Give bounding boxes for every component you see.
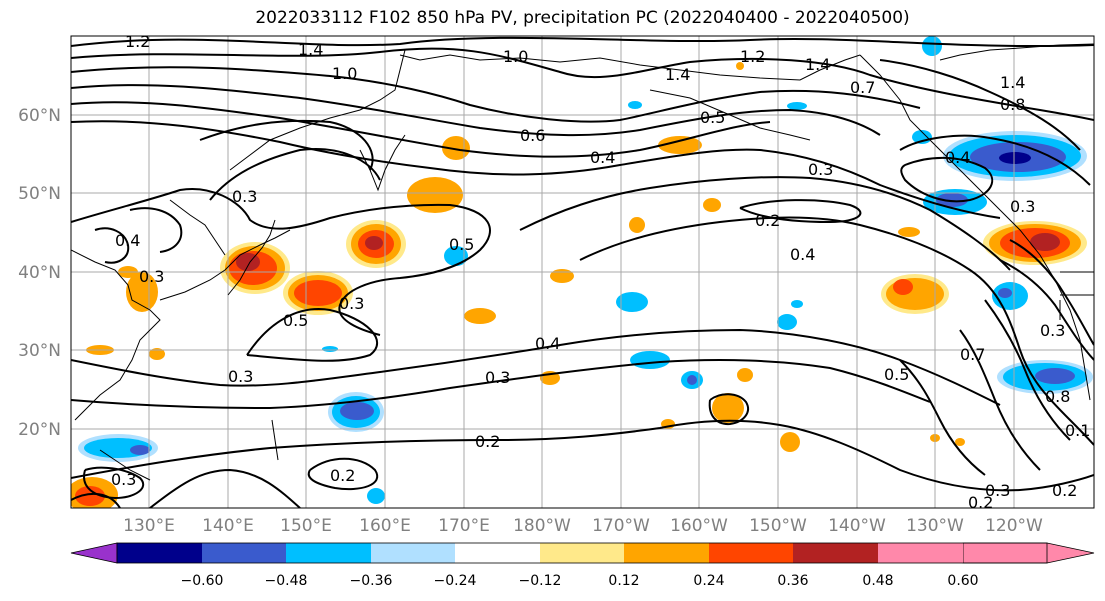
contour-label: 0.2 — [330, 466, 355, 485]
contour-label: 1.2 — [125, 32, 150, 51]
colorbar-extend-left — [70, 542, 118, 564]
colorbar-segment — [286, 543, 371, 563]
contour-label: 1.0 — [332, 64, 357, 83]
contour-label: 0.3 — [339, 294, 364, 313]
colorbar-segment — [793, 543, 878, 563]
contour-label: 0.3 — [985, 481, 1010, 500]
contour-labels: 1.2 1.4 1.0 1.0 1.2 1.4 1.4 1.4 0.7 0.8 … — [111, 32, 1090, 512]
contour-label: 0.1 — [1065, 421, 1090, 440]
contour-label: 0.8 — [1000, 95, 1025, 114]
contour-label: 0.4 — [590, 148, 615, 167]
contour-label: 0.5 — [884, 365, 909, 384]
colorbar-segment — [371, 543, 455, 563]
contour-label: 0.2 — [755, 211, 780, 230]
colorbar-extend-right — [962, 542, 1095, 564]
latitude-labels: 60°N 50°N 40°N 30°N 20°N — [18, 106, 61, 440]
contour-label: 0.5 — [700, 108, 725, 127]
contour-label: 1.4 — [298, 40, 323, 59]
colorbar-segment — [117, 543, 202, 563]
positive-anomaly-nw-pacific — [346, 220, 406, 268]
colorbar: −0.60 −0.48 −0.36 −0.24 −0.12 0.12 0.24 … — [70, 542, 1095, 589]
lon-label: 160°W — [670, 516, 728, 536]
contour-label: 1.4 — [665, 65, 690, 84]
lon-label: 150°E — [280, 516, 332, 536]
colorbar-tick-label: −0.36 — [350, 573, 393, 589]
colorbar-segment — [202, 543, 286, 563]
colorbar-tick-label: −0.60 — [181, 573, 224, 589]
colorbar-tick-label: 0.36 — [777, 573, 808, 589]
lon-label: 130°E — [123, 516, 175, 536]
colorbar-tick-label: 0.12 — [608, 573, 639, 589]
colorbar-segment — [540, 543, 624, 563]
contour-label: 0.3 — [139, 267, 164, 286]
colorbar-segment — [709, 543, 793, 563]
lat-label: 20°N — [18, 420, 61, 440]
lat-label: 50°N — [18, 184, 61, 204]
contour-label: 0.4 — [115, 231, 140, 250]
lon-label: 150°W — [749, 516, 807, 536]
contour-label: 0.8 — [1045, 387, 1070, 406]
lon-label: 160°E — [359, 516, 411, 536]
contour-label: 0.7 — [850, 78, 875, 97]
precipitation-shading — [71, 36, 1093, 508]
lon-label: 180°W — [513, 516, 571, 536]
colorbar-tick-label: 0.48 — [862, 573, 893, 589]
contour-label: 0.4 — [945, 148, 970, 167]
contour-label: 1.0 — [503, 47, 528, 66]
contour-label: 1.4 — [805, 55, 830, 74]
contour-label: 0.4 — [790, 245, 815, 264]
lon-label: 170°W — [592, 516, 650, 536]
plot-border — [70, 35, 1095, 509]
contour-label: 1.4 — [1000, 73, 1025, 92]
contour-label: 0.3 — [228, 367, 253, 386]
colorbar-tick-label: −0.24 — [434, 573, 477, 589]
negative-anomaly-gulf-alaska — [923, 131, 1087, 215]
colorbar-segment — [624, 543, 709, 563]
contour-label: 0.2 — [1052, 481, 1077, 500]
lon-label: 140°E — [202, 516, 254, 536]
lat-label: 40°N — [18, 263, 61, 283]
contour-label: 0.3 — [808, 160, 833, 179]
colorbar-tick-label: 0.60 — [947, 573, 978, 589]
contour-label: 1.2 — [740, 47, 765, 66]
lon-label: 170°E — [438, 516, 490, 536]
lon-label: 140°W — [828, 516, 886, 536]
contour-label: 0.6 — [520, 126, 545, 145]
contour-label: 0.3 — [111, 470, 136, 489]
pv-contours — [71, 36, 1094, 508]
colorbar-tick-label: −0.48 — [265, 573, 308, 589]
lat-label: 60°N — [18, 106, 61, 126]
contour-label: 0.3 — [1010, 197, 1035, 216]
lon-label: 120°W — [985, 516, 1043, 536]
contour-label: 0.4 — [535, 334, 560, 353]
colorbar-tick-label: 0.24 — [693, 573, 724, 589]
contour-label: 0.2 — [968, 493, 993, 512]
contour-label: 0.3 — [485, 368, 510, 387]
positive-anomaly-japan — [220, 242, 353, 315]
map-title: 2022033112 F102 850 hPa PV, precipitatio… — [255, 8, 910, 28]
contour-label: 0.2 — [475, 432, 500, 451]
coastlines — [71, 43, 1094, 481]
colorbar-segment — [455, 543, 540, 563]
contour-label: 0.3 — [1040, 321, 1065, 340]
contour-label: 0.5 — [449, 235, 474, 254]
contour-label: 0.5 — [283, 311, 308, 330]
colorbar-segment — [878, 543, 963, 563]
colorbar-outline — [116, 542, 1048, 564]
contour-label: 0.3 — [232, 187, 257, 206]
contour-label: 0.7 — [960, 345, 985, 364]
colorbar-tick-label: −0.12 — [519, 573, 562, 589]
longitude-labels: 130°E 140°E 150°E 160°E 170°E 180°W 170°… — [123, 516, 1043, 536]
lat-label: 30°N — [18, 341, 61, 361]
lon-label: 130°W — [906, 516, 964, 536]
